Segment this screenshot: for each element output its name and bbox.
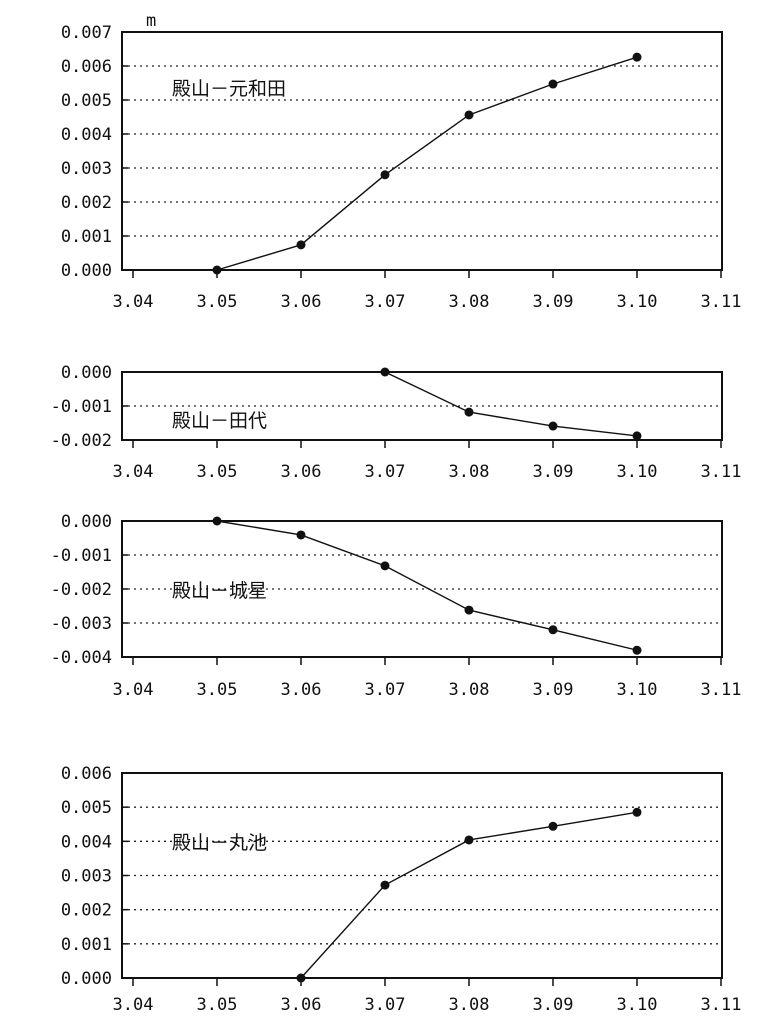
unit-label: m (146, 11, 156, 31)
subplot-1: 0.000 0.001 0.002 0.003 0.004 0.005 0.006 0.007… (61, 23, 742, 312)
y-tick-label: 0.005 (61, 91, 112, 111)
y-tick-label: 0.004 (61, 125, 112, 145)
x-tick-label: 3.04 (113, 680, 154, 700)
x-tick-label: 3.10 (617, 680, 658, 700)
data-point (464, 110, 474, 120)
series-label: 殿山－元和田 (172, 78, 286, 100)
y-tick-label: 0.001 (61, 227, 112, 247)
y-tick-label: -0.001 (51, 397, 112, 417)
data-point (464, 835, 474, 845)
y-tick-label: 0.002 (61, 193, 112, 213)
plot-frame (121, 520, 723, 658)
x-tick-label: 3.06 (281, 995, 322, 1015)
x-tick-label: 3.09 (533, 995, 574, 1015)
data-point (632, 807, 642, 817)
x-tick-label: 3.10 (617, 292, 658, 312)
y-tick-label: 0.006 (61, 57, 112, 77)
data-point (548, 79, 558, 89)
data-point (548, 821, 558, 831)
y-tick-label: 0.000 (61, 969, 112, 989)
data-point (296, 530, 306, 540)
x-tick-label: 3.08 (449, 292, 490, 312)
subplot-3: -0.004 -0.003 -0.002 -0.001 0.000 3.04 3.05 3.0… (51, 512, 742, 700)
x-tick-label: 3.08 (449, 462, 490, 482)
y-tick-label: 0.000 (61, 363, 112, 383)
x-tick-label: 3.11 (701, 292, 742, 312)
x-tick-label: 3.11 (701, 995, 742, 1015)
plot-frame (121, 772, 723, 979)
x-tick-label: 3.07 (365, 995, 406, 1015)
data-point (464, 407, 474, 417)
y-tick-label: 0.007 (61, 23, 112, 43)
data-point (632, 52, 642, 62)
subplot-2: -0.002 -0.001 0.000 3.04 3.05 3.06 3.07 3.08 3.0… (51, 363, 742, 482)
series-line (216, 520, 638, 651)
y-tick-label: -0.001 (51, 546, 112, 566)
y-tick-label: 0.001 (61, 935, 112, 955)
data-point (548, 421, 558, 431)
plot-frame (121, 31, 723, 271)
x-tick-label: 3.05 (197, 995, 238, 1015)
y-tick-label: 0.003 (61, 159, 112, 179)
x-tick-label: 3.05 (197, 680, 238, 700)
x-tick-label: 3.10 (617, 462, 658, 482)
y-tick-label: -0.003 (51, 614, 112, 634)
plot-frame (121, 371, 723, 441)
x-tick-label: 3.04 (113, 995, 154, 1015)
data-point (380, 170, 390, 180)
series-label: 殿山－田代 (172, 410, 267, 432)
x-tick-label: 3.10 (617, 995, 658, 1015)
x-tick-label: 3.06 (281, 292, 322, 312)
subplot-4: 0.000 0.001 0.002 0.003 0.004 0.005 0.006 3.04 3… (61, 764, 742, 1015)
x-tick-label: 3.07 (365, 462, 406, 482)
x-tick-label: 3.09 (533, 462, 574, 482)
x-tick-label: 3.08 (449, 680, 490, 700)
x-tick-label: 3.06 (281, 462, 322, 482)
data-point (380, 367, 390, 377)
x-tick-label: 3.05 (197, 462, 238, 482)
x-tick-label: 3.04 (113, 292, 154, 312)
data-point (464, 605, 474, 615)
y-tick-label: 0.002 (61, 901, 112, 921)
y-tick-label: -0.002 (51, 580, 112, 600)
data-point (548, 625, 558, 635)
data-point (632, 431, 642, 441)
data-point (296, 973, 306, 983)
x-tick-label: 3.05 (197, 292, 238, 312)
series-label: 殿山－城星 (172, 580, 267, 602)
y-tick-label: 0.006 (61, 764, 112, 784)
data-point (212, 265, 222, 275)
data-point (632, 645, 642, 655)
y-tick-label: -0.002 (51, 431, 112, 451)
series-line (216, 56, 638, 271)
x-tick-label: 3.11 (701, 680, 742, 700)
data-point (380, 880, 390, 890)
x-tick-label: 3.07 (365, 292, 406, 312)
y-tick-label: 0.005 (61, 798, 112, 818)
x-tick-label: 3.04 (113, 462, 154, 482)
series-line (384, 371, 638, 437)
x-tick-label: 3.11 (701, 462, 742, 482)
y-tick-label: 0.003 (61, 867, 112, 887)
y-tick-label: -0.004 (51, 648, 112, 668)
x-tick-label: 3.07 (365, 680, 406, 700)
data-point (296, 240, 306, 250)
y-tick-label: 0.000 (61, 512, 112, 532)
y-tick-label: 0.004 (61, 832, 112, 852)
data-point (380, 561, 390, 571)
x-tick-label: 3.09 (533, 292, 574, 312)
series-label: 殿山－丸池 (172, 832, 267, 854)
data-point (212, 516, 222, 526)
x-tick-label: 3.06 (281, 680, 322, 700)
y-tick-label: 0.000 (61, 261, 112, 281)
x-tick-label: 3.09 (533, 680, 574, 700)
x-tick-label: 3.08 (449, 995, 490, 1015)
